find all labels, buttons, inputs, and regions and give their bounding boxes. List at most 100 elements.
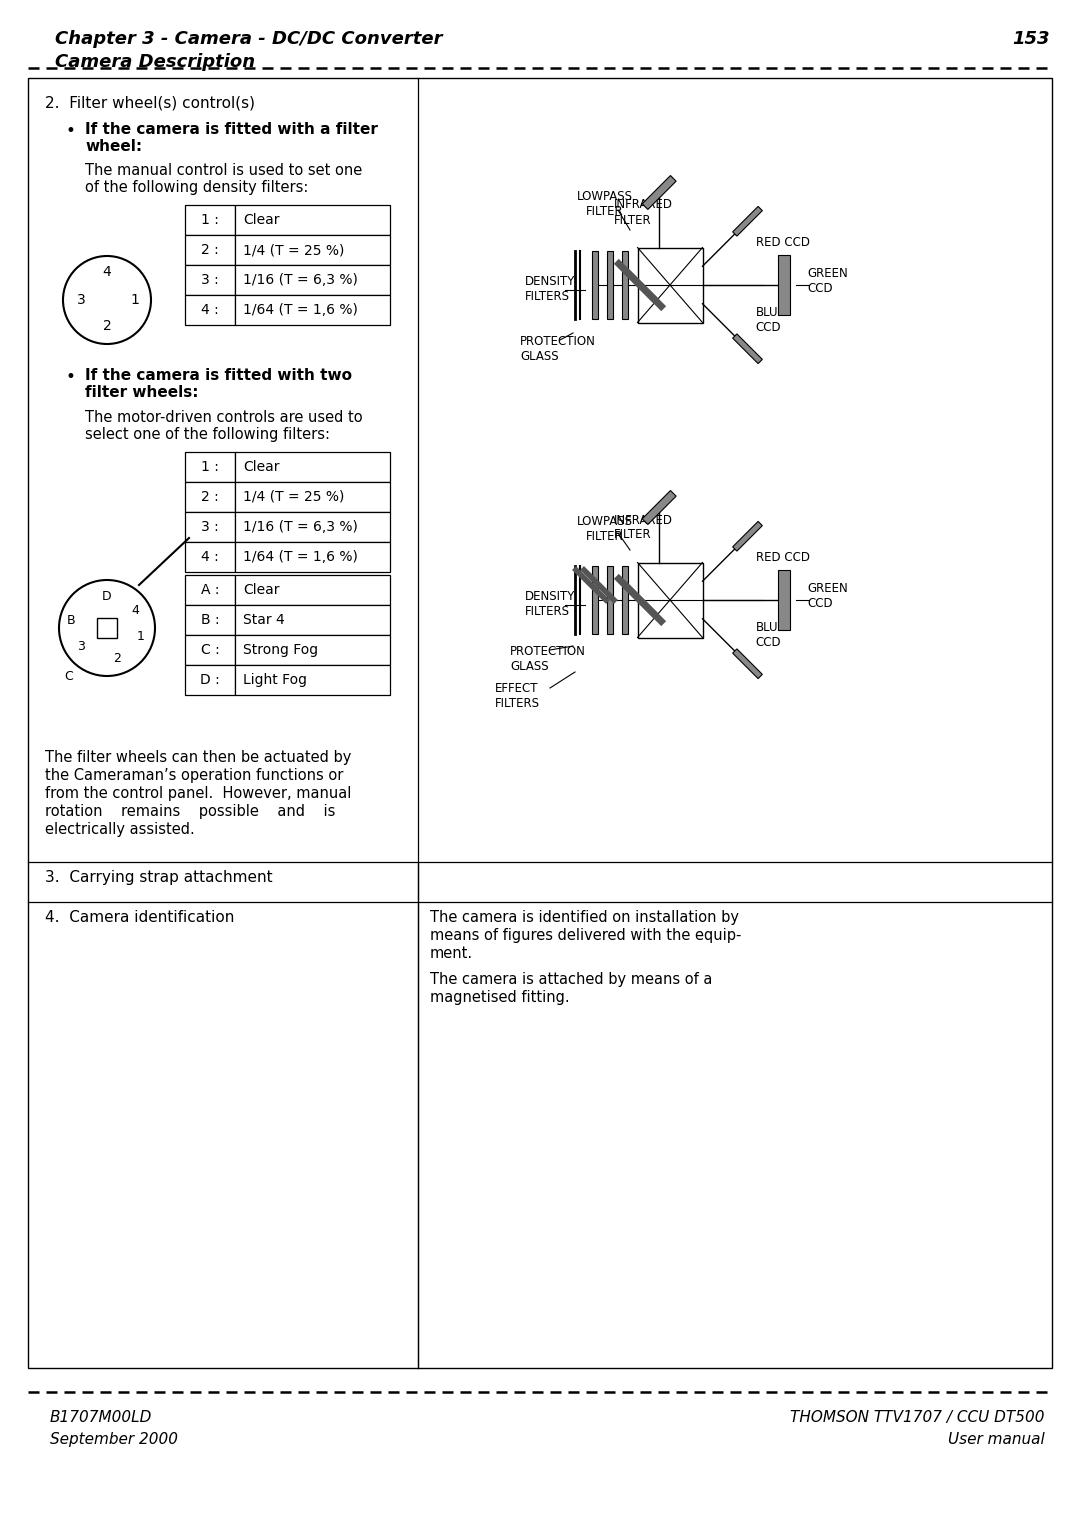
Bar: [185, 205, 235, 235]
Text: User manual: User manual: [948, 1432, 1045, 1447]
Bar: [622, 251, 627, 319]
Polygon shape: [637, 562, 702, 637]
Text: D :: D :: [200, 672, 220, 688]
Text: D: D: [103, 590, 112, 602]
Text: wheel:: wheel:: [85, 139, 143, 154]
Circle shape: [59, 581, 156, 675]
Bar: [235, 665, 390, 695]
Text: Clear: Clear: [243, 212, 280, 228]
Text: 3: 3: [77, 640, 85, 652]
Text: B :: B :: [201, 613, 219, 626]
Text: THOMSON TTV1707 / CCU DT500: THOMSON TTV1707 / CCU DT500: [791, 1410, 1045, 1426]
Text: means of figures delivered with the equip-: means of figures delivered with the equi…: [430, 927, 741, 943]
Bar: [235, 512, 390, 542]
Text: select one of the following filters:: select one of the following filters:: [85, 426, 330, 442]
Text: Chapter 3 - Camera - DC/DC Converter: Chapter 3 - Camera - DC/DC Converter: [55, 31, 443, 47]
Text: 1/16 (T = 6,3 %): 1/16 (T = 6,3 %): [243, 274, 357, 287]
Bar: [185, 575, 235, 605]
Text: ment.: ment.: [430, 946, 473, 961]
Text: DENSITY
FILTERS: DENSITY FILTERS: [525, 275, 576, 303]
Text: 1 :: 1 :: [201, 212, 219, 228]
Bar: [643, 176, 676, 209]
Polygon shape: [637, 248, 702, 322]
Text: BLUE
CCD: BLUE CCD: [756, 620, 785, 649]
Bar: [732, 335, 762, 364]
Text: 2 :: 2 :: [201, 243, 219, 257]
Text: 3 :: 3 :: [201, 520, 219, 533]
Bar: [607, 251, 613, 319]
Text: 1: 1: [131, 293, 139, 307]
Text: C :: C :: [201, 643, 219, 657]
Text: Light Fog: Light Fog: [243, 672, 307, 688]
Text: 4.  Camera identification: 4. Camera identification: [45, 911, 234, 924]
Text: BLUE
CCD: BLUE CCD: [756, 306, 785, 333]
Bar: [607, 565, 613, 634]
Text: electrically assisted.: electrically assisted.: [45, 822, 194, 837]
Bar: [235, 481, 390, 512]
Bar: [235, 205, 390, 235]
Bar: [185, 452, 235, 481]
Bar: [185, 512, 235, 542]
Text: 4: 4: [103, 264, 111, 280]
Bar: [592, 565, 598, 634]
Bar: [778, 255, 789, 315]
Text: 4: 4: [131, 604, 139, 616]
Bar: [235, 542, 390, 571]
Text: rotation    remains    possible    and    is: rotation remains possible and is: [45, 804, 336, 819]
Text: If the camera is fitted with two: If the camera is fitted with two: [85, 368, 352, 384]
Bar: [235, 295, 390, 325]
Text: 2.  Filter wheel(s) control(s): 2. Filter wheel(s) control(s): [45, 96, 255, 112]
Text: 3: 3: [77, 293, 85, 307]
Bar: [185, 542, 235, 571]
Text: PROTECTION
GLASS: PROTECTION GLASS: [510, 645, 585, 672]
Text: RED CCD: RED CCD: [756, 237, 810, 249]
Text: PROTECTION
GLASS: PROTECTION GLASS: [519, 335, 596, 364]
Text: 2 :: 2 :: [201, 490, 219, 504]
Bar: [185, 605, 235, 636]
Text: the Cameraman’s operation functions or: the Cameraman’s operation functions or: [45, 769, 343, 782]
Text: Strong Fog: Strong Fog: [243, 643, 319, 657]
Text: INFRARED
FILTER: INFRARED FILTER: [615, 199, 673, 226]
Bar: [185, 481, 235, 512]
Text: The motor-driven controls are used to: The motor-driven controls are used to: [85, 410, 363, 425]
Bar: [185, 665, 235, 695]
Bar: [185, 235, 235, 264]
Text: 1: 1: [137, 630, 145, 642]
Text: If the camera is fitted with a filter: If the camera is fitted with a filter: [85, 122, 378, 138]
Text: Camera Description: Camera Description: [55, 53, 255, 70]
Text: GREEN
CCD: GREEN CCD: [808, 582, 848, 610]
Text: 4 :: 4 :: [201, 303, 219, 316]
Text: 1/64 (T = 1,6 %): 1/64 (T = 1,6 %): [243, 303, 357, 316]
Text: INFRARED
FILTER: INFRARED FILTER: [615, 513, 673, 541]
Bar: [732, 649, 762, 678]
Text: The camera is attached by means of a: The camera is attached by means of a: [430, 972, 713, 987]
Text: 1/16 (T = 6,3 %): 1/16 (T = 6,3 %): [243, 520, 357, 533]
Bar: [97, 617, 117, 639]
Text: Clear: Clear: [243, 584, 280, 597]
Text: 2: 2: [103, 319, 111, 333]
Bar: [778, 570, 789, 630]
Text: B: B: [67, 614, 76, 626]
Text: 3.  Carrying strap attachment: 3. Carrying strap attachment: [45, 869, 272, 885]
Text: Star 4: Star 4: [243, 613, 285, 626]
Text: The manual control is used to set one: The manual control is used to set one: [85, 163, 362, 177]
Bar: [235, 575, 390, 605]
Text: of the following density filters:: of the following density filters:: [85, 180, 309, 196]
Text: C: C: [65, 669, 73, 683]
Bar: [643, 490, 676, 524]
Text: September 2000: September 2000: [50, 1432, 178, 1447]
Text: GREEN
CCD: GREEN CCD: [808, 267, 848, 295]
Bar: [732, 206, 762, 237]
Bar: [622, 565, 627, 634]
Text: 1/4 (T = 25 %): 1/4 (T = 25 %): [243, 243, 345, 257]
Bar: [235, 605, 390, 636]
Bar: [235, 636, 390, 665]
Bar: [185, 295, 235, 325]
Text: magnetised fitting.: magnetised fitting.: [430, 990, 569, 1005]
Text: The camera is identified on installation by: The camera is identified on installation…: [430, 911, 739, 924]
Text: 1 :: 1 :: [201, 460, 219, 474]
Text: from the control panel.  However, manual: from the control panel. However, manual: [45, 785, 351, 801]
Text: EFFECT
FILTERS: EFFECT FILTERS: [495, 681, 540, 711]
Circle shape: [63, 257, 151, 344]
Bar: [185, 636, 235, 665]
